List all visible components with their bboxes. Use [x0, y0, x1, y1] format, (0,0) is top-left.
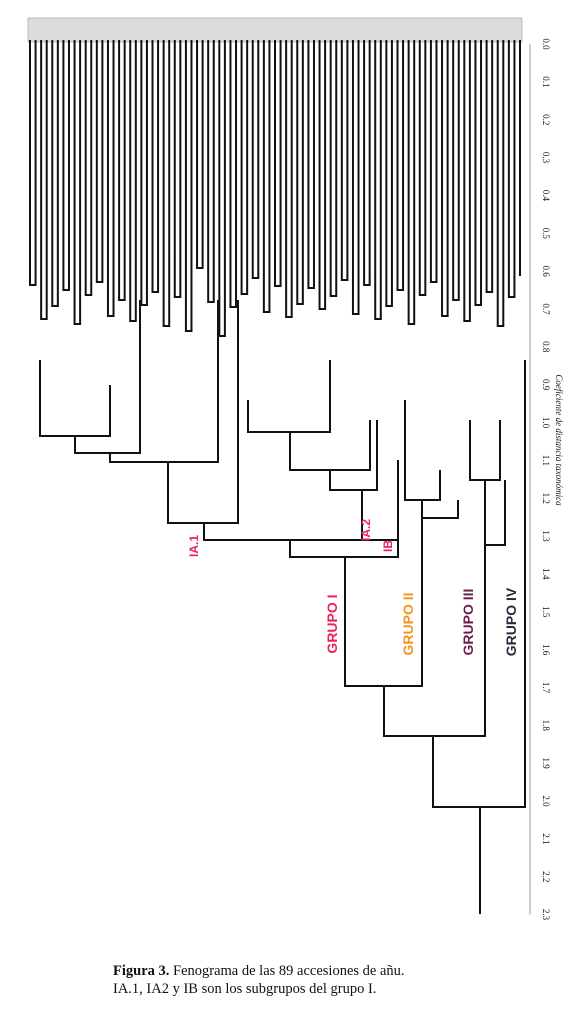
leaf-join [240, 273, 249, 295]
axis-tick-label: 1.1 [541, 455, 551, 466]
leaf-join [329, 285, 338, 297]
leaf-join [274, 275, 282, 287]
leaf-join [418, 240, 427, 296]
cluster-join [109, 300, 219, 463]
cluster-join [247, 360, 331, 433]
axis-tick-label: 2.3 [541, 909, 551, 921]
leaf-join [162, 255, 171, 327]
subgroup-ib-label: IB [381, 540, 395, 552]
leaf-join [40, 264, 48, 320]
leaf-join [207, 281, 215, 303]
distance-axis: 0.0 0.1 0.2 0.3 0.4 0.5 0.6 0.7 0.8 0.9 1.0 1.1 1.2 1… [529, 38, 564, 921]
caption-line-1: Fenograma de las 89 accesiones de añu. [169, 963, 405, 979]
cluster-join [469, 420, 501, 481]
axis-tick-label: 1.8 [541, 720, 551, 732]
axis-tick-label: 0.6 [541, 265, 551, 277]
leaf-join [196, 247, 204, 269]
axis-tick-label: 0.0 [541, 38, 551, 50]
leaf-join [184, 276, 193, 332]
leaf-join [351, 293, 360, 315]
axis-tick-label: 0.5 [541, 228, 551, 240]
axis-title: Coeficiente de distancia taxonómica [554, 374, 564, 506]
leaf-join [463, 266, 471, 322]
leaf-join [73, 303, 82, 325]
axis-tick-label: 1.4 [541, 568, 551, 580]
axis-tick-label: 0.9 [541, 379, 551, 391]
leaf-join [429, 261, 438, 283]
axis-tick-label: 1.9 [541, 758, 551, 770]
leaf-join [318, 254, 327, 310]
cluster-join [484, 480, 506, 546]
leaf-join [106, 245, 115, 317]
subgroup-ia1-label: IA.1 [187, 535, 201, 557]
leaf-join [507, 242, 516, 298]
cluster-join [74, 300, 141, 454]
group-labels: IA.1 IA.2 IB GRUPO I GRUPO II GRUPO III GRUPO … [187, 519, 519, 657]
leaf-join [307, 267, 315, 289]
leaf-join [441, 245, 449, 317]
leaf-join [407, 303, 416, 325]
axis-tick-label: 2.1 [541, 833, 551, 844]
grupo-2-label: GRUPO II [400, 592, 416, 655]
leaf-join [296, 283, 304, 305]
caption-line-2: IA.1, IA2 y IB son los subgrupos del gru… [113, 981, 377, 997]
grupo-4-label: GRUPO IV [503, 587, 519, 656]
cluster-join [39, 360, 111, 437]
leaf-join [29, 230, 37, 286]
dendrogram-tree [27, 17, 526, 914]
axis-tick-label: 0.8 [541, 341, 551, 353]
leaf-join [173, 242, 182, 298]
leaf-join [385, 235, 393, 307]
leaf-join [363, 230, 371, 286]
axis-tick-label: 2.0 [541, 795, 551, 807]
axis-tick-label: 0.3 [541, 152, 551, 164]
axis-tick-label: 0.4 [541, 190, 551, 202]
axis-tick-label: 2.2 [541, 871, 551, 882]
leaf-join [396, 269, 405, 291]
axis-tick-label: 1.6 [541, 644, 551, 656]
leaf-join [51, 235, 59, 307]
axis-tick-label: 1.0 [541, 417, 551, 429]
leaf-join [118, 279, 126, 301]
leaf-join [340, 259, 349, 281]
leaf-join [474, 250, 483, 306]
leaf-join [84, 240, 93, 296]
axis-tick-label: 1.3 [541, 530, 551, 542]
leaf-join [262, 291, 271, 313]
cluster-join [421, 500, 459, 519]
leaf-join [129, 266, 137, 322]
cluster-join [383, 545, 486, 737]
leaf-join [229, 252, 238, 308]
grupo-1-label: GRUPO I [324, 594, 340, 653]
leaf-join [485, 271, 494, 293]
cluster-join [361, 460, 399, 541]
leaf-join [62, 269, 70, 291]
leaf-join [285, 262, 293, 318]
leaf-join [151, 271, 160, 293]
leaf-join [452, 279, 460, 301]
axis-tick-label: 1.5 [541, 606, 551, 618]
axis-tick-label: 1.7 [541, 682, 551, 694]
cluster-join [329, 420, 378, 491]
axis-tick-label: 0.1 [541, 76, 551, 87]
cluster-join [167, 300, 239, 524]
leaf-labels-band [27, 17, 523, 43]
leaf-join [251, 257, 260, 279]
axis-tick-label: 1.2 [541, 493, 551, 504]
subgroup-ia2-label: IA.2 [359, 519, 373, 541]
axis-tick-label: 0.7 [541, 303, 551, 315]
leaf-join [95, 261, 104, 283]
grupo-3-label: GRUPO III [460, 589, 476, 656]
cluster-join [404, 400, 441, 501]
leaf-join [140, 250, 148, 306]
leaf-join [496, 255, 505, 327]
axis-tick-label: 0.2 [541, 114, 551, 125]
figure-caption: Figura 3. Fenograma de las 89 accesiones… [113, 962, 553, 998]
leaf-join [374, 264, 382, 320]
leaf-join [218, 265, 226, 337]
cluster-join [432, 360, 526, 808]
cluster-join [203, 523, 362, 541]
caption-figure-number: Figura 3. [113, 963, 170, 979]
